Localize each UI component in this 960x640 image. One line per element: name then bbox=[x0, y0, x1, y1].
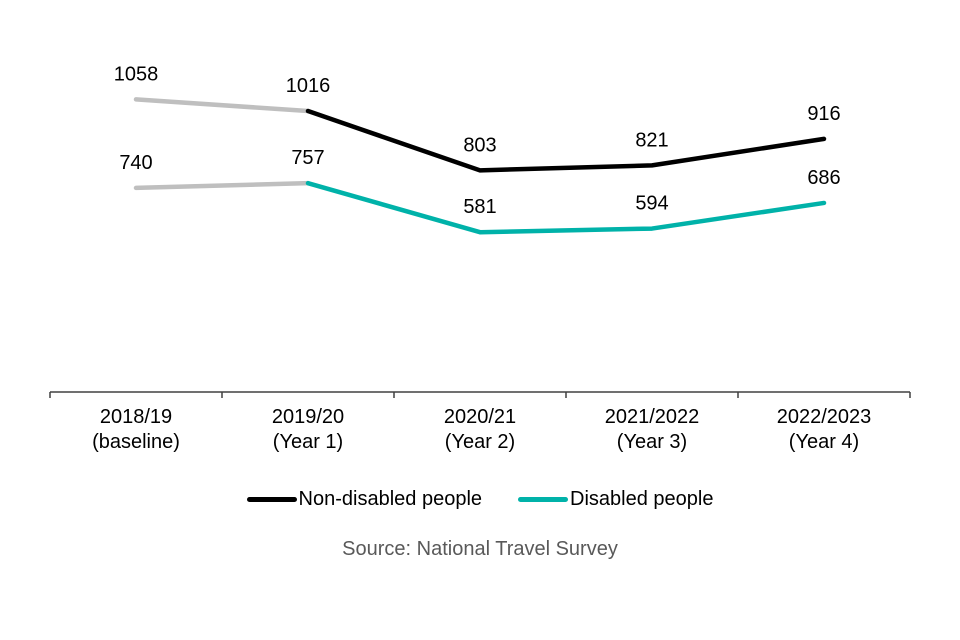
data-labels: 1058 1016 803 821 916 740 757 581 594 686 bbox=[114, 63, 841, 218]
legend-item-non-disabled: Non-disabled people bbox=[246, 488, 483, 511]
legend-item-disabled: Disabled people bbox=[518, 488, 713, 511]
legend-label-non-disabled: Non-disabled people bbox=[298, 488, 483, 510]
legend-swatch-non-disabled bbox=[246, 497, 297, 502]
x-tick-label: 2019/20 (Year 1) bbox=[272, 406, 344, 453]
x-tick-label: 2021/2022 (Year 3) bbox=[605, 406, 700, 453]
data-label-disabled-people: 594 bbox=[635, 193, 668, 215]
series-line-non-disabled-people bbox=[305, 108, 827, 173]
baseline-segment-non-disabled-people bbox=[133, 97, 311, 114]
x-tick-labels: 2018/19 (baseline) 2019/20 (Year 1) 2020/21(… bbox=[92, 406, 871, 453]
data-label-non-disabled-people: 916 bbox=[807, 103, 840, 125]
data-label-disabled-people: 757 bbox=[291, 147, 324, 169]
data-label-disabled-people: 686 bbox=[807, 167, 840, 189]
source-note: Source: National Travel Survey bbox=[342, 538, 618, 560]
series-lines bbox=[133, 97, 827, 235]
data-label-disabled-people: 740 bbox=[119, 152, 152, 174]
baseline-segment-disabled-people bbox=[133, 180, 311, 191]
series-line-disabled-people bbox=[305, 180, 827, 235]
x-tick-label: 2018/19 (baseline) bbox=[92, 406, 180, 453]
data-label-non-disabled-people: 803 bbox=[463, 134, 496, 156]
data-label-non-disabled-people: 1016 bbox=[286, 75, 331, 97]
legend-swatch-disabled bbox=[518, 497, 569, 502]
data-label-non-disabled-people: 1058 bbox=[114, 63, 159, 85]
line-chart: 1058 1016 803 821 916 740 757 581 594 686 2018/19… bbox=[49, 63, 911, 453]
data-label-disabled-people: 581 bbox=[463, 196, 496, 218]
data-label-non-disabled-people: 821 bbox=[635, 129, 668, 151]
x-axis bbox=[49, 391, 911, 398]
x-tick-label: 2020/21 (Year 2) bbox=[444, 406, 516, 453]
legend: Non-disabled people Disabled people bbox=[0, 488, 960, 511]
x-tick-label: 2022/2023 (Year 4) bbox=[777, 406, 872, 453]
legend-label-disabled: Disabled people bbox=[570, 488, 714, 510]
